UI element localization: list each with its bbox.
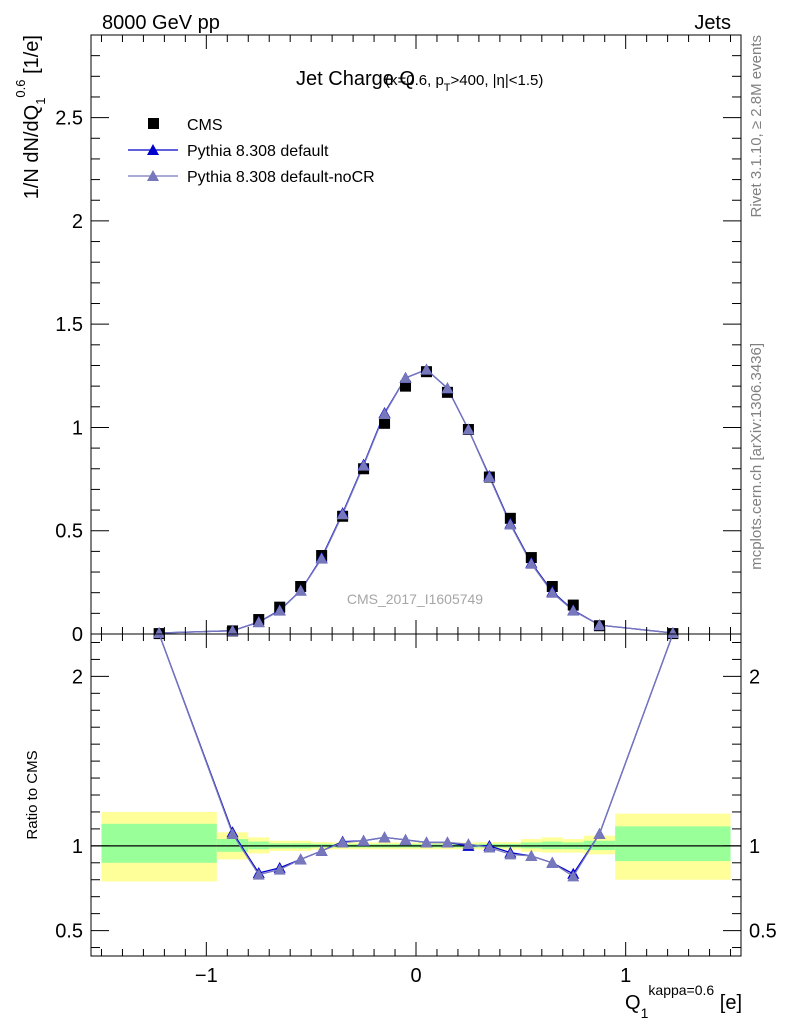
ratio-point-s1-8	[378, 831, 391, 843]
subtitle-part-b: >400, |η|<1.5)	[451, 72, 544, 89]
ratio-point-s1-2	[252, 868, 265, 880]
ylabel-unit: [1/e]	[21, 35, 43, 79]
ratio-y-tick-label: 0.5	[55, 921, 83, 943]
main-point-s2-2	[252, 616, 265, 628]
ylabel-sub: 1	[33, 98, 48, 105]
energy-label: 8000 GeV pp	[102, 12, 220, 34]
main-panel-axes: 0 0.5 1 1.5 2 2.5	[55, 34, 742, 646]
main-y-tick-label: 1	[72, 417, 83, 439]
ratio-y-tick-label-right: 0.5	[749, 921, 777, 943]
main-y-tick-label: 0	[72, 624, 83, 646]
legend-marker-pythia-default	[147, 144, 159, 155]
ratio-point-s1-4	[294, 853, 307, 865]
ratio-y-tick-label: 1	[72, 836, 83, 858]
ratio-point-s1-15	[525, 850, 538, 862]
main-point-s2-14	[504, 518, 517, 530]
main-point-s2-4	[294, 584, 307, 596]
ratio-line-1	[158, 633, 674, 878]
ylabel-sup: 0.6	[13, 79, 28, 97]
main-ylabel: 1/N dN/dQ1 0.6 [1/e]	[13, 35, 48, 199]
legend-marker-pythia-nocr	[147, 170, 159, 181]
main-y-tick-label: 2.5	[55, 108, 83, 130]
main-point-s0-9	[400, 380, 412, 392]
ratio-point-s1-14	[504, 848, 517, 860]
legend-label-pythia-default: Pythia 8.308 default	[187, 143, 329, 160]
main-point-s2-3	[273, 604, 286, 616]
ratio-ylabel: Ratio to CMS	[24, 750, 41, 839]
main-point-s2-5	[315, 552, 328, 564]
ratio-y-tick-label-right: 2	[749, 666, 760, 688]
x-tick-label: −1	[195, 965, 218, 987]
main-point-s2-6	[336, 508, 349, 520]
ratio-point-s1-16	[546, 856, 559, 868]
main-point-s2-13	[483, 471, 496, 483]
ratio-point-s1-13	[483, 841, 496, 853]
ratio-uncertainty-bands	[91, 811, 741, 882]
main-point-s2-10	[420, 363, 433, 375]
ratio-point-s1-6	[336, 836, 349, 848]
process-label: Jets	[694, 12, 731, 34]
main-y-tick-label: 2	[72, 211, 83, 233]
ratio-point-s1-11	[441, 836, 454, 848]
inner-band-19	[615, 826, 731, 862]
main-point-s2-7	[357, 459, 370, 471]
xlabel-main: Q	[625, 992, 641, 1014]
source-label: mcplots.cern.ch [arXiv:1306.3436]	[748, 343, 765, 570]
main-point-s2-11	[441, 382, 454, 394]
main-y-tick-label: 0.5	[55, 521, 83, 543]
main-point-s2-15	[525, 557, 538, 569]
x-axis-label: Q1 kappa=0.6 [e]	[625, 982, 742, 1021]
xlabel-sup: kappa=0.6	[648, 982, 714, 998]
ratio-point-s1-7	[357, 834, 370, 846]
xlabel-unit: [e]	[714, 992, 742, 1014]
ratio-point-s1-17	[567, 870, 580, 882]
xlabel-sub: 1	[641, 1005, 649, 1021]
ratio-point-s1-12	[462, 838, 475, 850]
main-point-s2-19	[666, 626, 679, 638]
ratio-frame	[90, 633, 742, 957]
ratio-panel-series	[158, 633, 674, 882]
chart-subtitle: (κ=0.6, pT>400, |η|<1.5)	[385, 72, 543, 94]
main-point-s2-18	[593, 619, 606, 631]
main-point-s2-0	[153, 626, 166, 638]
main-point-s0-8	[379, 417, 391, 429]
legend-label-cms: CMS	[187, 117, 223, 134]
subtitle-subscript: T	[444, 82, 451, 94]
x-tick-label: 0	[410, 965, 421, 987]
main-point-s2-8	[378, 408, 391, 420]
legend-label-pythia-nocr: Pythia 8.308 default-noCR	[187, 169, 375, 186]
legend: CMS Pythia 8.308 default Pythia 8.308 de…	[128, 117, 375, 186]
subtitle-part-a: (κ=0.6, p	[385, 72, 444, 89]
ratio-panel-axes: −1 0 1 0.5 0.5 1 1 2 2	[55, 633, 777, 987]
ratio-y-tick-label: 2	[72, 666, 83, 688]
main-point-s2-9	[399, 371, 412, 383]
ratio-point-s1-5	[315, 844, 328, 856]
x-tick-label: 1	[620, 965, 631, 987]
rivet-version-label: Rivet 3.1.10, ≥ 2.8M events	[748, 35, 765, 218]
ratio-point-s1-9	[399, 833, 412, 845]
ylabel-main: 1/N dN/dQ	[21, 105, 43, 199]
ratio-point-s1-10	[420, 836, 433, 848]
ratio-point-s1-18	[593, 827, 606, 839]
analysis-watermark: CMS_2017_I1605749	[347, 591, 483, 607]
main-point-s2-16	[546, 586, 559, 598]
legend-marker-cms	[148, 118, 159, 129]
main-point-s2-12	[462, 423, 475, 435]
main-panel-series	[153, 363, 679, 640]
inner-band-0	[101, 823, 217, 863]
ratio-y-tick-label-right: 1	[749, 836, 760, 858]
chart-title: Jet Charge Q	[296, 68, 415, 90]
main-point-s2-17	[567, 604, 580, 616]
main-y-tick-label: 1.5	[55, 314, 83, 336]
ratio-point-s1-3	[273, 863, 286, 875]
main-point-s2-1	[226, 624, 239, 636]
ratio-point-s1-1	[226, 827, 239, 839]
